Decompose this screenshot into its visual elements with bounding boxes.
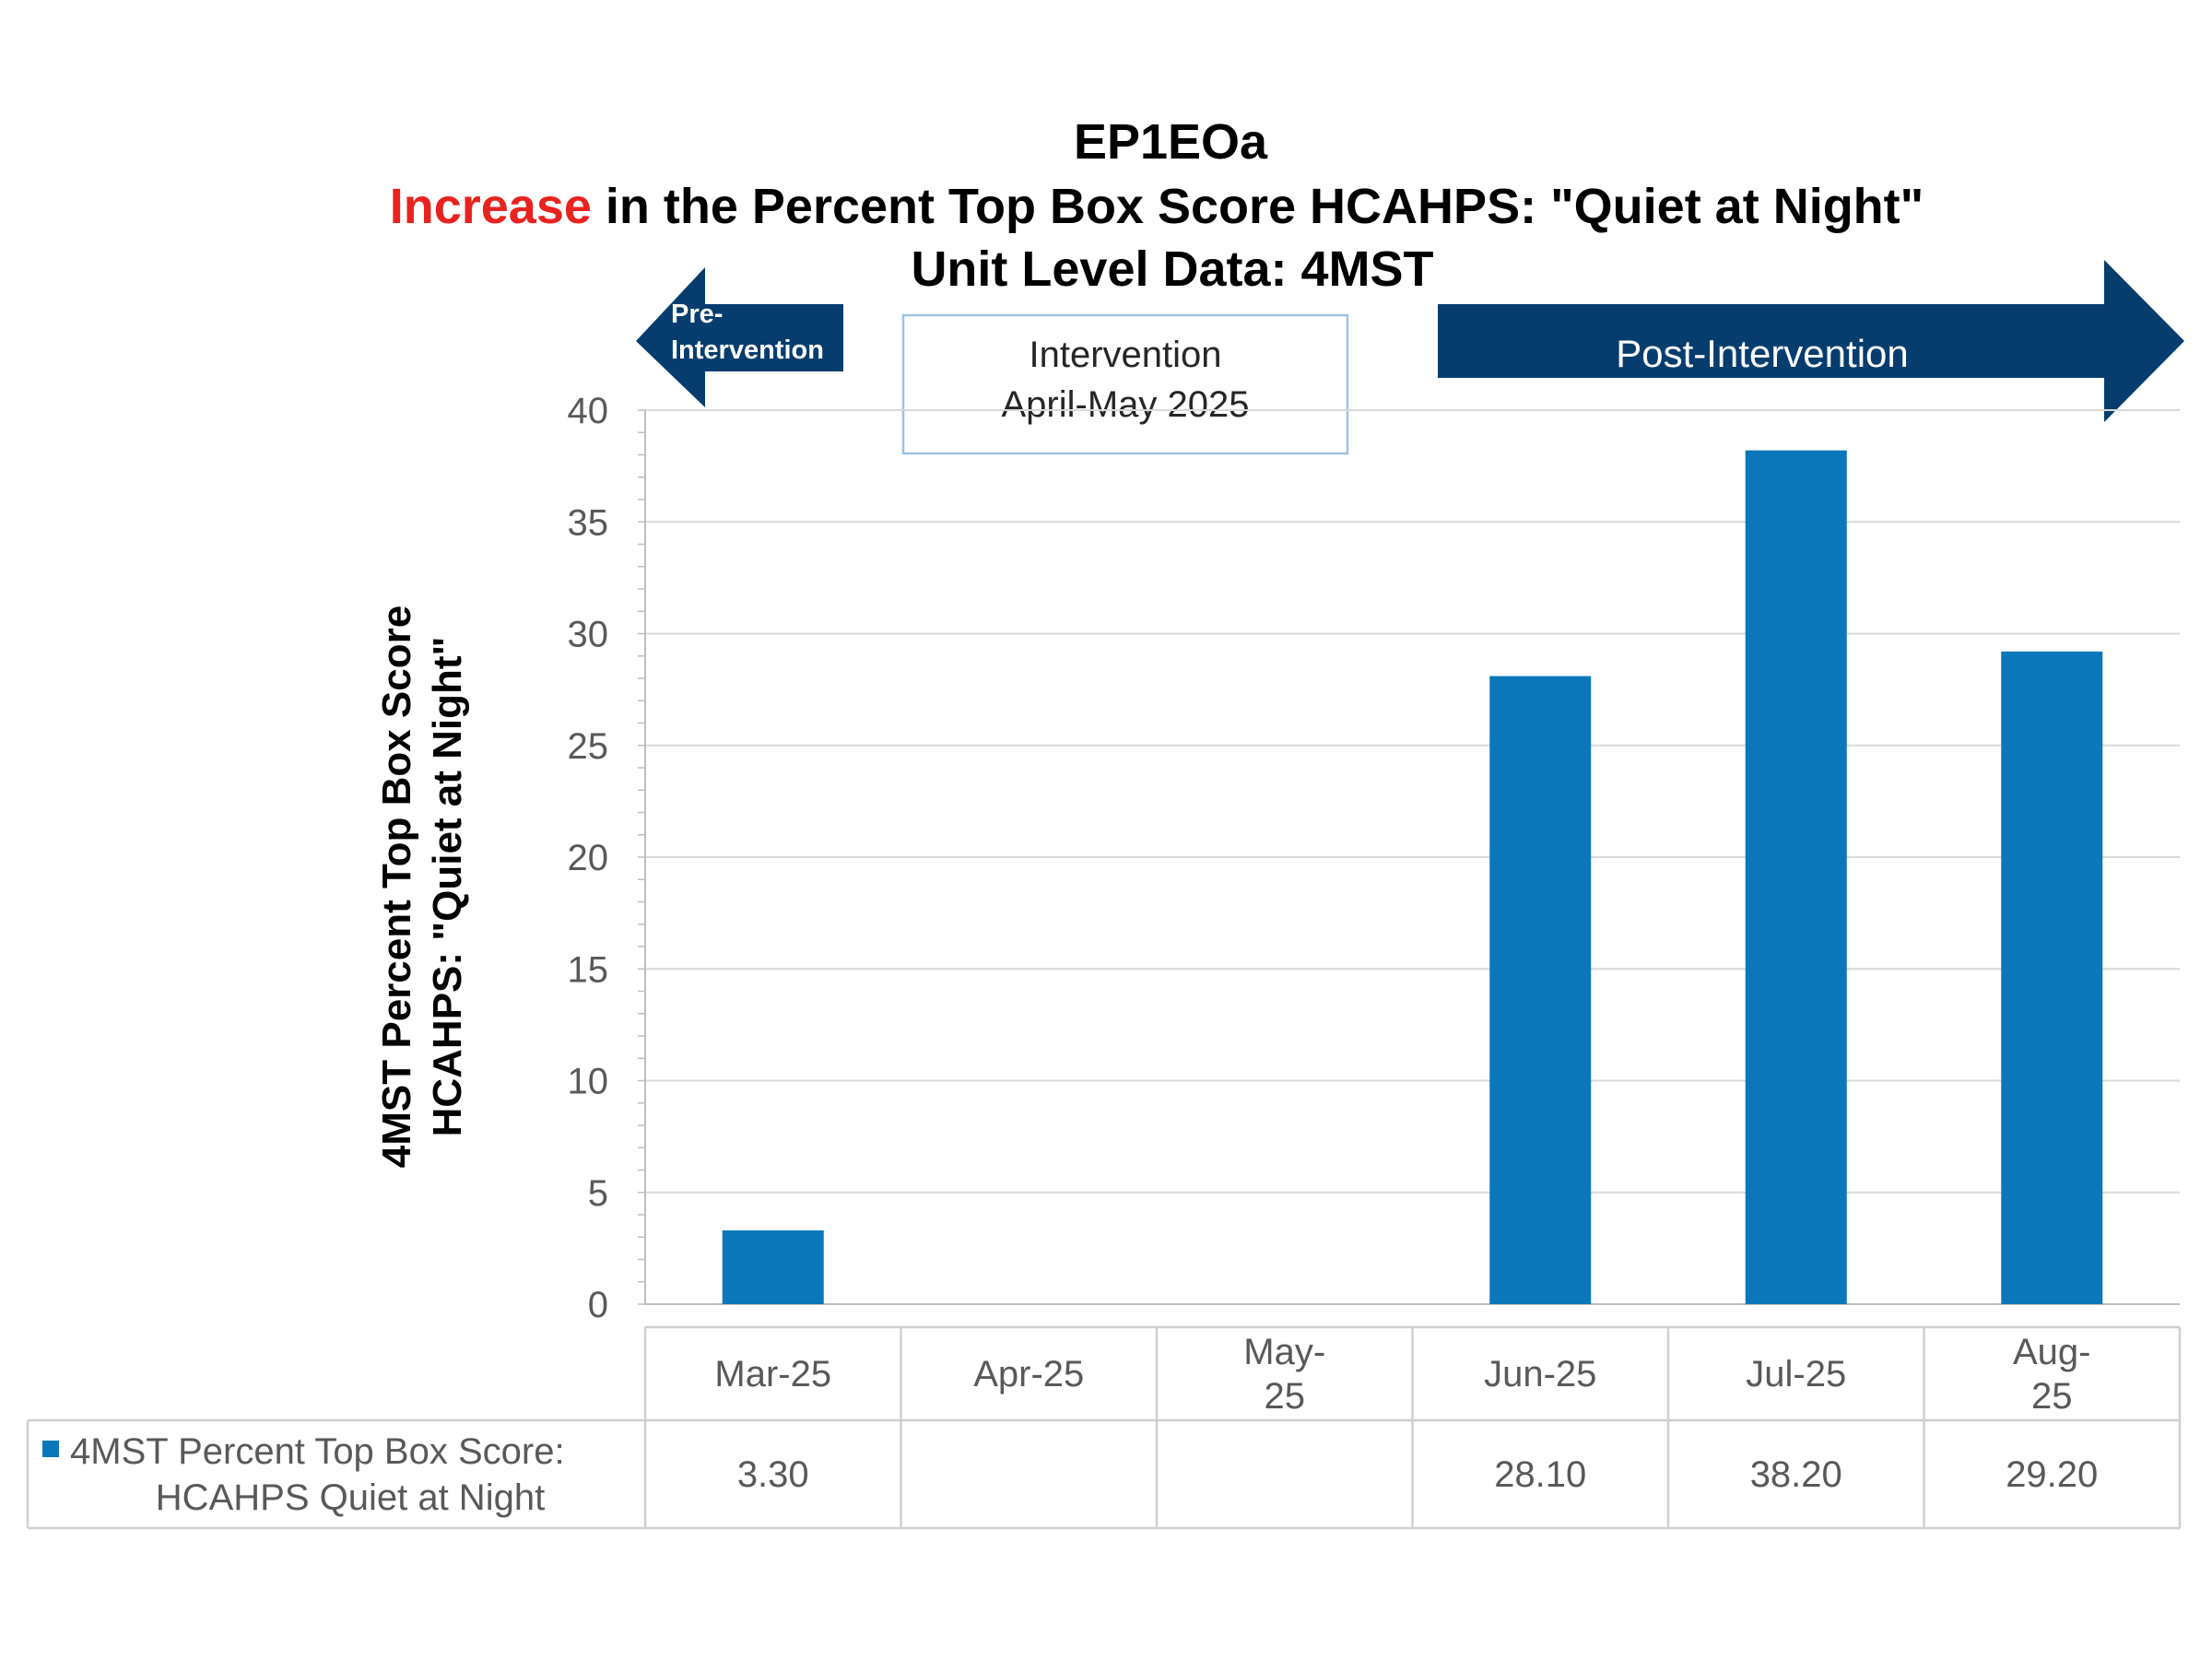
x-category-label: Mar-25 xyxy=(714,1354,831,1394)
y-axis-ticks: 0 5 10 15 20 25 30 35 40 xyxy=(568,391,609,1325)
y-tick-label: 35 xyxy=(568,502,609,543)
pre-intervention-arrow: Pre- Intervention xyxy=(636,267,843,407)
x-category-label: Apr-25 xyxy=(973,1354,1084,1394)
y-tick-label: 40 xyxy=(568,391,609,431)
y-tick-label: 5 xyxy=(588,1173,608,1214)
bar-mar-25 xyxy=(722,1230,824,1304)
y-axis-title: 4MST Percent Top Box Score HCAHPS: "Quie… xyxy=(374,606,470,1168)
x-category-label: May- xyxy=(1243,1332,1325,1372)
x-category-label: 25 xyxy=(2031,1376,2073,1417)
y-axis-title-line2: HCAHPS: "Quiet at Night" xyxy=(425,637,470,1137)
data-label: 38.20 xyxy=(1750,1454,1842,1495)
bar-jul-25 xyxy=(1745,450,1847,1304)
x-category-label: Jul-25 xyxy=(1746,1354,1846,1394)
x-category-label: Jun-25 xyxy=(1484,1354,1596,1394)
intervention-label-1: Intervention xyxy=(1029,335,1221,375)
y-tick-label: 25 xyxy=(568,726,609,767)
x-category-label: Aug- xyxy=(2013,1332,2091,1372)
y-tick-label: 30 xyxy=(568,615,609,655)
pre-intervention-label-2: Intervention xyxy=(671,335,824,365)
x-category-label: 25 xyxy=(1265,1376,1306,1417)
intervention-box: Intervention April-May 2025 xyxy=(901,313,1349,455)
grid-lines xyxy=(638,409,2180,1305)
legend-label: HCAHPS Quiet at Night xyxy=(156,1477,545,1518)
post-intervention-label: Post-Intervention xyxy=(1616,332,1909,375)
data-label: 3.30 xyxy=(737,1454,809,1495)
y-tick-label: 10 xyxy=(568,1062,609,1102)
post-intervention-arrow: Post-Intervention xyxy=(1438,260,2184,422)
y-axis-title-line1: 4MST Percent Top Box Score xyxy=(374,606,419,1168)
title-rest: in the Percent Top Box Score HCAHPS: "Qu… xyxy=(592,179,1924,234)
bars xyxy=(722,450,2103,1304)
y-tick-label: 0 xyxy=(588,1285,608,1325)
y-tick-label: 20 xyxy=(568,838,609,878)
y-tick-label: 15 xyxy=(568,949,609,990)
chart-title-line1: EP1EOa xyxy=(1074,114,1268,170)
legend-label: 4MST Percent Top Box Score: xyxy=(70,1431,565,1472)
data-label: 29.20 xyxy=(2006,1454,2098,1495)
intervention-label-2: April-May 2025 xyxy=(1001,384,1249,425)
legend-swatch xyxy=(42,1441,59,1457)
chart-title-line2: Increase in the Percent Top Box Score HC… xyxy=(390,179,1924,234)
chart-title-line3: Unit Level Data: 4MST xyxy=(911,241,1433,297)
data-label: 28.10 xyxy=(1494,1454,1586,1495)
bar-aug-25 xyxy=(2001,651,2103,1304)
bar-jun-25 xyxy=(1489,676,1592,1304)
title-highlight: Increase xyxy=(390,179,592,234)
pre-intervention-label-1: Pre- xyxy=(671,300,723,329)
